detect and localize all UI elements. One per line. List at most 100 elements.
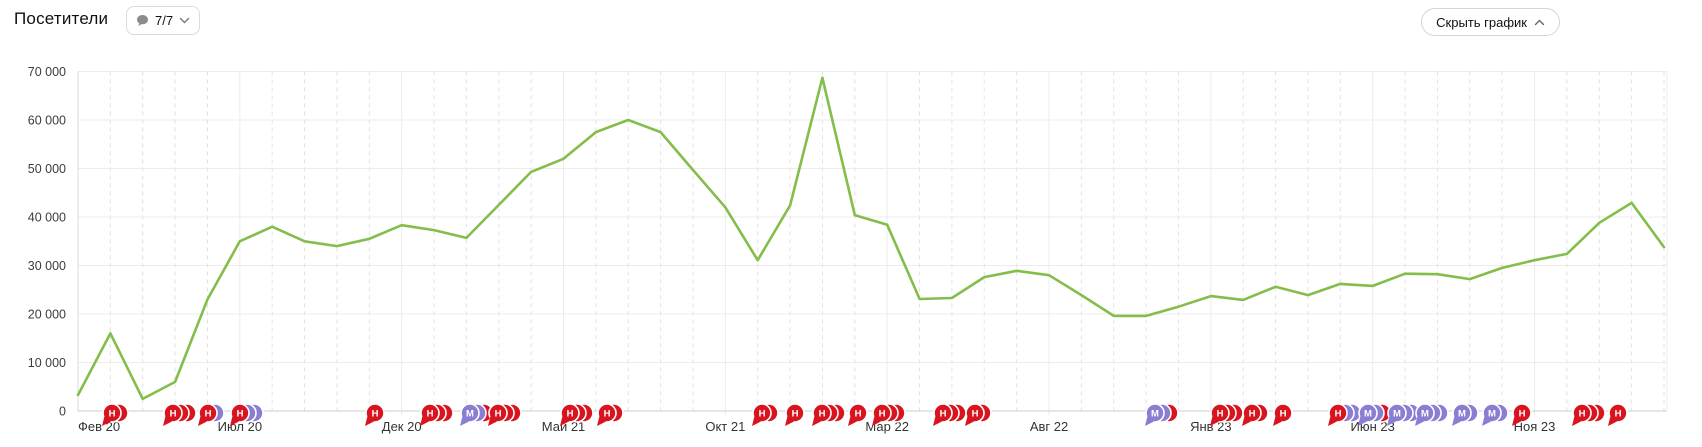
annotation-marker-group[interactable]: Н <box>752 403 779 426</box>
annotation-marker-bubble <box>1572 403 1592 423</box>
annotation-marker-group[interactable]: Н <box>933 403 967 426</box>
annotation-marker-bubble <box>1273 403 1293 423</box>
annotation-marker-letter: М <box>1458 409 1466 420</box>
x-axis-tick-label: Июл 20 <box>218 419 262 434</box>
x-axis-tick-label: Ноя 23 <box>1514 419 1556 434</box>
x-axis-tick-label: Май 21 <box>542 419 586 434</box>
annotation-marker-bubble <box>1328 403 1348 423</box>
annotation-marker-letter: Н <box>972 409 979 420</box>
chevron-up-icon <box>1534 19 1545 26</box>
annotation-marker-group[interactable]: Н <box>1512 403 1532 426</box>
annotation-marker-tail <box>163 416 172 426</box>
chart-header: Посетители 7/7 Скрыть график <box>0 0 1702 44</box>
annotation-marker-letter: Н <box>1217 409 1224 420</box>
annotation-marker-group[interactable]: Н <box>163 403 197 426</box>
annotation-marker-letter: Н <box>495 409 502 420</box>
annotation-marker-group[interactable]: М <box>1415 403 1449 426</box>
annotation-marker-bubble <box>460 403 480 423</box>
annotation-marker-letter: Н <box>1615 409 1622 420</box>
annotation-marker-tail <box>1145 416 1154 426</box>
annotation-marker-tail <box>1242 416 1251 426</box>
annotation-marker-tail <box>848 416 857 426</box>
y-axis-tick-label: 10 000 <box>28 356 66 370</box>
annotation-marker-group[interactable]: Н <box>872 403 906 426</box>
annotation-marker-tail <box>460 416 469 426</box>
annotation-marker-group[interactable]: Н <box>848 403 868 426</box>
annotation-marker-bubble <box>812 403 832 423</box>
annotation-marker-group[interactable]: Н <box>488 403 522 426</box>
annotation-marker-bubble <box>1145 403 1165 423</box>
annotation-marker-letter: Н <box>792 409 799 420</box>
annotation-marker-letter: Н <box>170 409 177 420</box>
annotation-marker-tail <box>1387 416 1396 426</box>
annotation-marker-bubble <box>102 403 122 423</box>
annotation-marker-letter: Н <box>372 409 379 420</box>
annotation-marker-letter: М <box>466 409 474 420</box>
annotation-marker-bubble <box>1358 403 1378 423</box>
annotation-marker-tail <box>1328 416 1337 426</box>
annotation-marker-bubble <box>848 403 868 423</box>
annotation-marker-group[interactable]: Н <box>1572 403 1606 426</box>
y-axis-tick-label: 60 000 <box>28 114 66 128</box>
annotation-marker-group[interactable]: Н <box>1328 403 1362 426</box>
plot-area[interactable] <box>78 72 1667 412</box>
annotation-marker-group[interactable]: Н <box>365 403 385 426</box>
annotation-marker-tail <box>933 416 942 426</box>
x-axis-tick-label: Авг 22 <box>1030 419 1068 434</box>
annotation-marker-tail <box>1415 416 1424 426</box>
annotation-marker-bubble <box>872 403 892 423</box>
annotation-marker-group[interactable]: М <box>1145 403 1179 426</box>
annotation-marker-group[interactable]: Н <box>1608 403 1628 426</box>
annotation-marker-tail <box>420 416 429 426</box>
annotation-marker-tail <box>1273 416 1282 426</box>
comments-dropdown[interactable]: 7/7 <box>126 6 201 35</box>
x-axis-tick-label: Дек 20 <box>382 419 422 434</box>
annotation-marker-group[interactable]: М <box>1452 403 1479 426</box>
x-axis-tick-label: Янв 23 <box>1190 419 1232 434</box>
annotation-marker-tail <box>1512 416 1521 426</box>
annotation-marker-letter: М <box>1421 409 1429 420</box>
y-axis-tick-label: 40 000 <box>28 211 66 225</box>
annotation-marker-group[interactable]: М <box>460 403 494 426</box>
annotation-marker-group[interactable]: Н <box>560 403 594 426</box>
annotation-marker-bubble <box>1210 403 1230 423</box>
annotation-marker-group[interactable]: Н <box>420 403 454 426</box>
annotation-marker-letter: Н <box>1519 409 1526 420</box>
annotation-marker-tail <box>872 416 881 426</box>
annotation-marker-group[interactable]: Н <box>198 403 225 426</box>
annotation-marker-group[interactable]: М <box>1387 403 1421 426</box>
annotation-marker-group[interactable]: Н <box>1242 403 1269 426</box>
annotation-marker-letter: Н <box>855 409 862 420</box>
annotation-marker-tail <box>1358 416 1367 426</box>
annotation-marker-letter: Н <box>1249 409 1256 420</box>
annotation-marker-bubble <box>230 403 250 423</box>
annotation-marker-group[interactable]: Н <box>1210 403 1244 426</box>
annotation-marker-letter: Н <box>1579 409 1586 420</box>
annotation-marker-tail <box>560 416 569 426</box>
annotation-marker-bubble <box>365 403 385 423</box>
annotation-marker-group[interactable]: Н <box>230 403 264 426</box>
chevron-down-icon <box>179 17 190 24</box>
annotation-marker-group[interactable]: Н <box>812 403 846 426</box>
annotation-marker-group[interactable]: Н <box>597 403 624 426</box>
annotation-marker-group[interactable]: Н <box>102 403 129 426</box>
annotation-marker-group[interactable]: М <box>1482 403 1509 426</box>
annotation-marker-group[interactable]: Н <box>965 403 992 426</box>
annotation-marker-letter: Н <box>109 409 116 420</box>
annotation-marker-bubble <box>1452 403 1472 423</box>
annotation-marker-letter: М <box>1393 409 1401 420</box>
y-axis-tick-label: 20 000 <box>28 308 66 322</box>
annotation-marker-tail <box>1210 416 1219 426</box>
annotation-marker-group[interactable]: Н <box>1273 403 1293 426</box>
hide-chart-button[interactable]: Скрыть график <box>1421 8 1560 36</box>
annotation-marker-group[interactable]: Н <box>785 403 805 426</box>
page-title: Посетители <box>14 9 109 28</box>
annotation-marker-bubble <box>965 403 985 423</box>
y-axis-tick-label: 50 000 <box>28 162 66 176</box>
annotation-marker-tail <box>965 416 974 426</box>
annotation-marker-bubble <box>752 403 772 423</box>
annotation-marker-tail <box>365 416 374 426</box>
annotation-marker-bubble <box>1512 403 1532 423</box>
annotation-marker-letter: Н <box>940 409 947 420</box>
annotation-marker-letter: Н <box>759 409 766 420</box>
